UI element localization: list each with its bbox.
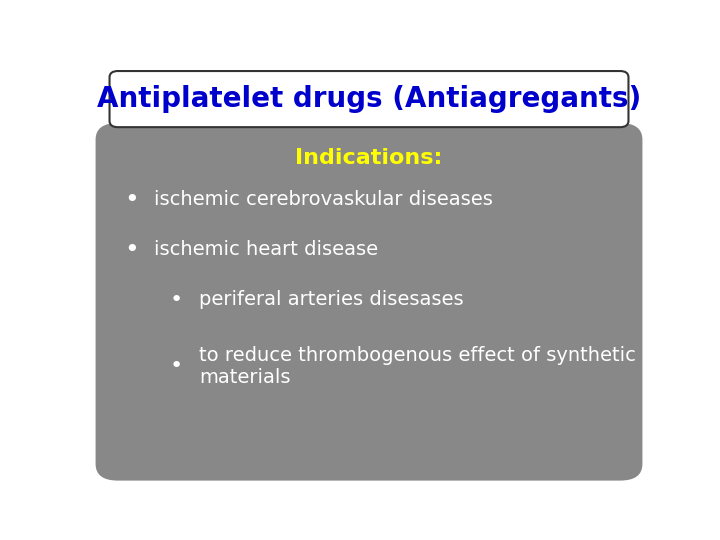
Text: Indications:: Indications: <box>295 148 443 168</box>
Text: ischemic heart disease: ischemic heart disease <box>154 240 378 259</box>
Text: to reduce thrombogenous effect of synthetic
materials: to reduce thrombogenous effect of synthe… <box>199 346 636 387</box>
Text: ischemic cerebrovaskular diseases: ischemic cerebrovaskular diseases <box>154 191 493 210</box>
FancyBboxPatch shape <box>96 123 642 481</box>
Text: •: • <box>125 238 139 262</box>
Text: Antiplatelet drugs (Antiagregants): Antiplatelet drugs (Antiagregants) <box>97 85 641 113</box>
Text: •: • <box>170 356 183 376</box>
Text: •: • <box>170 290 183 310</box>
FancyBboxPatch shape <box>109 71 629 127</box>
Text: periferal arteries disesases: periferal arteries disesases <box>199 290 464 309</box>
Text: •: • <box>125 188 139 212</box>
